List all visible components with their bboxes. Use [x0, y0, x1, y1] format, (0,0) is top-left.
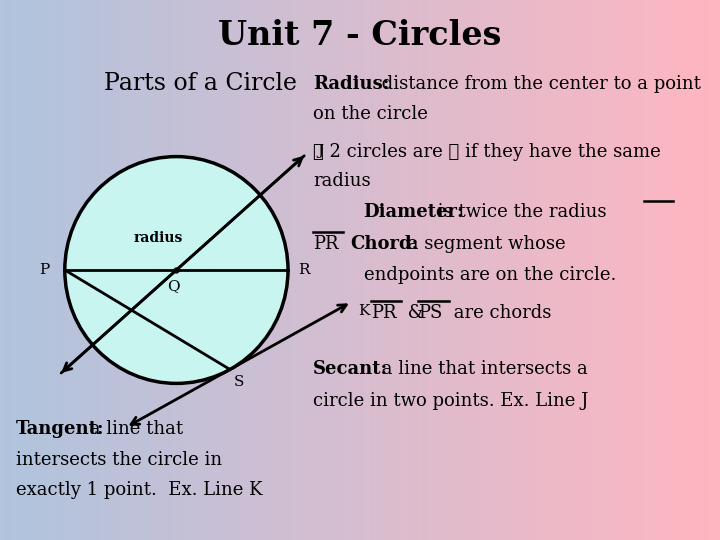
- Text: radius: radius: [313, 172, 371, 190]
- Ellipse shape: [65, 157, 288, 383]
- Text: J: J: [317, 144, 323, 158]
- Text: S: S: [233, 375, 244, 389]
- Text: Diameter:: Diameter:: [364, 202, 464, 221]
- Text: Secant:: Secant:: [313, 360, 388, 379]
- Text: circle in two points. Ex. Line J: circle in two points. Ex. Line J: [313, 392, 588, 410]
- Text: is twice the radius: is twice the radius: [432, 202, 606, 221]
- Text: a segment whose: a segment whose: [402, 235, 566, 253]
- Text: are chords: are chords: [448, 304, 552, 322]
- Text: a line that intersects a: a line that intersects a: [376, 360, 588, 379]
- Text: Tangent:: Tangent:: [16, 420, 104, 438]
- Text: Unit 7 - Circles: Unit 7 - Circles: [218, 18, 502, 52]
- Text: endpoints are on the circle.: endpoints are on the circle.: [364, 266, 616, 285]
- Text: exactly 1 point.  Ex. Line K: exactly 1 point. Ex. Line K: [16, 481, 262, 500]
- Text: Parts of a Circle: Parts of a Circle: [104, 72, 297, 95]
- Text: ❖ 2 circles are ≅ if they have the same: ❖ 2 circles are ≅ if they have the same: [313, 143, 661, 161]
- Text: PR: PR: [313, 235, 338, 253]
- Text: Chord:: Chord:: [351, 235, 419, 253]
- Text: radius: radius: [134, 231, 183, 245]
- Text: PR: PR: [371, 304, 396, 322]
- Text: K: K: [359, 305, 370, 319]
- Text: Q: Q: [167, 280, 180, 294]
- Text: intersects the circle in: intersects the circle in: [16, 451, 222, 469]
- Text: Radius:: Radius:: [313, 75, 390, 93]
- Text: distance from the center to a point: distance from the center to a point: [376, 75, 701, 93]
- Text: on the circle: on the circle: [313, 105, 428, 124]
- Text: &: &: [402, 304, 430, 322]
- Text: a line that: a line that: [84, 420, 184, 438]
- Text: PS: PS: [418, 304, 443, 322]
- Text: P: P: [40, 263, 50, 277]
- Text: R: R: [298, 263, 310, 277]
